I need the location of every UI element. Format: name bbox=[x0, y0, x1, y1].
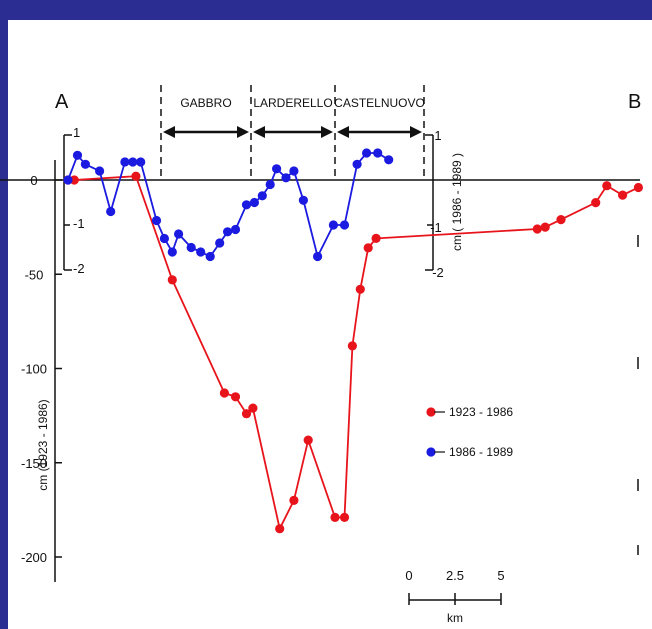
data-point-1986-1989 bbox=[106, 206, 116, 217]
data-point-1986-1989 bbox=[223, 227, 233, 237]
figure-panel bbox=[8, 20, 652, 629]
data-point-1986-1989 bbox=[230, 224, 241, 235]
zone-label-gabbro: GABBRO bbox=[180, 96, 231, 110]
data-point-1923-1986 bbox=[167, 275, 177, 285]
data-point-1923-1986 bbox=[532, 224, 542, 234]
data-point-1986-1989 bbox=[265, 179, 275, 190]
data-point-1986-1989 bbox=[174, 229, 184, 239]
data-point-1923-1986 bbox=[303, 435, 313, 445]
endpoint-a-label: A bbox=[55, 91, 69, 113]
data-point-1986-1989 bbox=[186, 242, 196, 253]
data-point-1923-1986 bbox=[339, 512, 350, 523]
data-point-1923-1986 bbox=[371, 233, 381, 243]
legend-marker bbox=[426, 447, 436, 457]
inner-left-tick-label: -2 bbox=[73, 261, 85, 276]
inner-left-tick-label: -1 bbox=[73, 216, 85, 231]
inner-right-tick-label: 1 bbox=[434, 128, 441, 143]
data-point-1923-1986 bbox=[275, 524, 285, 534]
data-point-1986-1989 bbox=[298, 195, 308, 205]
zone-arrow-head bbox=[337, 126, 349, 138]
data-point-1986-1989 bbox=[72, 150, 83, 160]
data-point-1986-1989 bbox=[159, 233, 169, 244]
data-point-1986-1989 bbox=[196, 247, 206, 257]
data-point-1923-1986 bbox=[219, 388, 229, 398]
legend: 1923 - 1986 1986 - 1989 bbox=[426, 405, 513, 459]
data-point-1986-1989 bbox=[63, 175, 73, 185]
data-point-1986-1989 bbox=[120, 157, 130, 167]
left-tick-label: -200 bbox=[21, 550, 47, 565]
data-point-1923-1986 bbox=[633, 182, 644, 193]
data-point-1986-1989 bbox=[215, 238, 225, 248]
data-point-1923-1986 bbox=[363, 243, 373, 253]
data-point-1923-1986 bbox=[540, 222, 550, 232]
series-group bbox=[63, 148, 644, 534]
inner-right-axis-label: cm ( 1986 - 1989 ) bbox=[450, 153, 464, 251]
zones-group: GABBRO LARDERELLO CASTELNUOVO bbox=[160, 85, 425, 180]
data-point-1986-1989 bbox=[373, 148, 383, 158]
inner-left-tick-label: 1 bbox=[73, 125, 80, 140]
left-axis-label: cm (1923 - 1986) bbox=[36, 399, 50, 490]
data-point-1986-1989 bbox=[362, 148, 372, 158]
scale-bar: 0 2.5 5 km bbox=[405, 568, 504, 625]
inner-right-tick-label: -2 bbox=[432, 265, 444, 280]
data-point-1923-1986 bbox=[591, 198, 601, 208]
data-point-1923-1986 bbox=[330, 512, 340, 523]
data-point-1986-1989 bbox=[128, 157, 138, 167]
zone-label-larderello: LARDERELLO bbox=[253, 96, 332, 110]
data-point-1986-1989 bbox=[136, 157, 146, 167]
zone-label-castelnuovo: CASTELNUOVO bbox=[334, 96, 425, 110]
inner-right-tick-label: -1 bbox=[430, 220, 442, 235]
data-point-1923-1986 bbox=[241, 409, 252, 419]
data-point-1923-1986 bbox=[602, 181, 612, 191]
endpoint-b-label: B bbox=[628, 91, 641, 113]
left-tick-label: -50 bbox=[25, 267, 44, 282]
data-point-1923-1986 bbox=[618, 190, 628, 200]
scale-bar-tick-label: 5 bbox=[497, 568, 504, 583]
legend-label: 1923 - 1986 bbox=[449, 405, 513, 419]
zone-arrow-head bbox=[410, 126, 422, 138]
data-point-1986-1989 bbox=[281, 173, 291, 183]
data-point-1986-1989 bbox=[80, 159, 90, 169]
data-point-1986-1989 bbox=[313, 251, 323, 262]
data-point-1986-1989 bbox=[95, 166, 105, 176]
data-point-1986-1989 bbox=[249, 197, 259, 208]
data-point-1986-1989 bbox=[352, 159, 362, 169]
legend-label: 1986 - 1989 bbox=[449, 445, 513, 459]
data-point-1986-1989 bbox=[272, 164, 282, 174]
data-point-1923-1986 bbox=[556, 215, 566, 225]
data-point-1986-1989 bbox=[151, 215, 162, 226]
data-point-1923-1986 bbox=[355, 284, 365, 294]
legend-marker bbox=[426, 407, 436, 417]
data-point-1986-1989 bbox=[289, 166, 299, 176]
left-tick-label: -100 bbox=[21, 362, 47, 377]
data-point-1986-1989 bbox=[205, 251, 215, 262]
data-point-1986-1989 bbox=[167, 247, 177, 257]
data-point-1923-1986 bbox=[230, 392, 241, 402]
data-point-1923-1986 bbox=[69, 175, 79, 185]
data-point-1923-1986 bbox=[248, 403, 258, 413]
series-line-1986-1989 bbox=[67, 152, 390, 260]
zone-arrow-head bbox=[163, 126, 175, 138]
axes-group: A B 0 -50 -100 -150 -200 cm (1923 - 1986) 1 -1 -2 1… bbox=[0, 91, 641, 582]
left-tick-label: -150 bbox=[21, 456, 47, 471]
data-point-1923-1986 bbox=[347, 341, 357, 351]
data-point-1986-1989 bbox=[339, 220, 350, 230]
zone-arrow-head bbox=[253, 126, 265, 138]
scale-bar-tick-label: 0 bbox=[405, 568, 412, 583]
scale-bar-unit: km bbox=[447, 611, 463, 625]
zone-arrow-head bbox=[321, 126, 333, 138]
data-point-1986-1989 bbox=[257, 191, 267, 201]
zone-arrow-head bbox=[237, 126, 249, 138]
scale-bar-tick-label: 2.5 bbox=[446, 568, 464, 583]
series-line-1923-1986 bbox=[68, 175, 639, 532]
data-point-1986-1989 bbox=[241, 200, 252, 210]
data-point-1986-1989 bbox=[328, 220, 338, 230]
data-point-1923-1986 bbox=[131, 171, 141, 181]
data-point-1923-1986 bbox=[289, 495, 299, 505]
data-point-1986-1989 bbox=[384, 155, 394, 165]
